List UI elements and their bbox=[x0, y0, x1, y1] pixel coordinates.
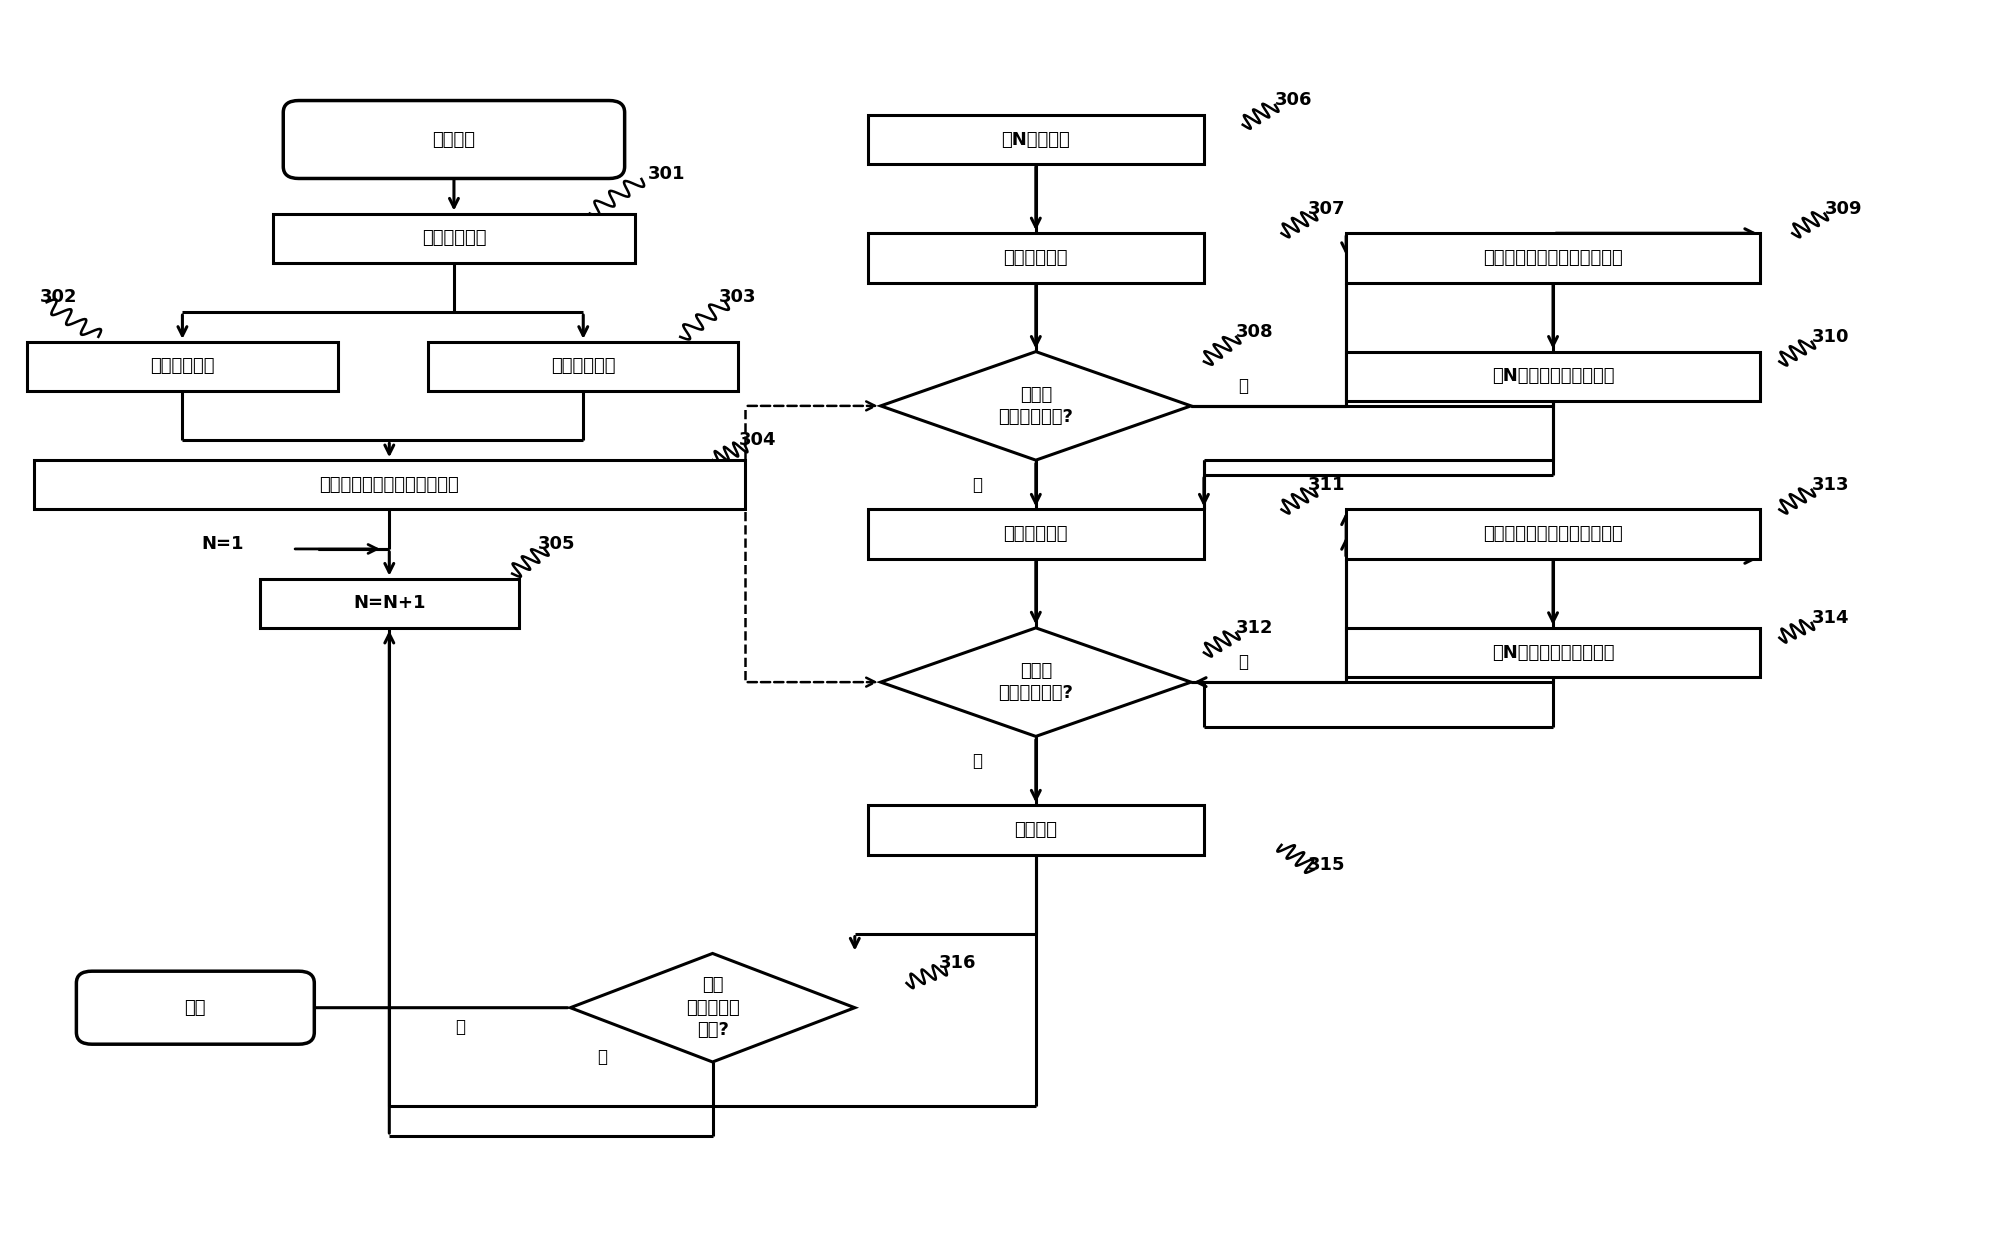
Text: 测定开始: 测定开始 bbox=[432, 131, 476, 148]
FancyBboxPatch shape bbox=[283, 100, 624, 178]
Text: 301: 301 bbox=[648, 166, 686, 183]
Bar bbox=[867, 806, 1204, 855]
Text: 314: 314 bbox=[1812, 609, 1848, 627]
Text: 是: 是 bbox=[456, 1018, 466, 1037]
Bar bbox=[28, 342, 337, 391]
Text: 第N光源的射出角度调整: 第N光源的射出角度调整 bbox=[1491, 367, 1614, 386]
Text: 与基准
光轴位置一致?: 与基准 光轴位置一致? bbox=[997, 662, 1074, 702]
Text: 否: 否 bbox=[598, 1048, 608, 1065]
Polygon shape bbox=[881, 628, 1190, 737]
Text: 315: 315 bbox=[1307, 855, 1345, 874]
Text: 311: 311 bbox=[1307, 476, 1345, 494]
Bar bbox=[427, 342, 739, 391]
Text: 309: 309 bbox=[1824, 199, 1862, 218]
Text: 是: 是 bbox=[973, 476, 983, 494]
Text: 307: 307 bbox=[1307, 199, 1345, 218]
Text: 行了
全部光源的
检测?: 行了 全部光源的 检测? bbox=[686, 976, 739, 1039]
Text: N=1: N=1 bbox=[203, 535, 245, 552]
Text: 光源固定: 光源固定 bbox=[1014, 821, 1058, 839]
Text: 第N光源的射出位置调整: 第N光源的射出位置调整 bbox=[1491, 644, 1614, 661]
Polygon shape bbox=[881, 351, 1190, 460]
Bar bbox=[34, 460, 745, 509]
Text: 光轴角度检测: 光轴角度检测 bbox=[1004, 248, 1068, 267]
Text: 313: 313 bbox=[1812, 476, 1848, 494]
Bar bbox=[1347, 234, 1760, 283]
Bar bbox=[273, 214, 634, 263]
Text: 基准光源角度、位置存储处理: 基准光源角度、位置存储处理 bbox=[319, 476, 460, 494]
Text: 303: 303 bbox=[719, 288, 757, 307]
Text: 第N光源发光: 第N光源发光 bbox=[1001, 131, 1070, 148]
Text: 否: 否 bbox=[1238, 654, 1248, 671]
Text: 305: 305 bbox=[538, 535, 576, 552]
Text: 304: 304 bbox=[739, 431, 777, 450]
Polygon shape bbox=[570, 953, 855, 1062]
Text: 312: 312 bbox=[1236, 619, 1274, 637]
Bar bbox=[867, 115, 1204, 164]
Text: 光轴位置检测: 光轴位置检测 bbox=[552, 357, 616, 376]
Bar bbox=[867, 234, 1204, 283]
Bar bbox=[1347, 351, 1760, 400]
Text: 运算光源的射出角度控制信号: 运算光源的射出角度控制信号 bbox=[1483, 248, 1624, 267]
Text: 与基准
光轴角度一致?: 与基准 光轴角度一致? bbox=[997, 386, 1074, 426]
Text: 光轴角度检测: 光轴角度检测 bbox=[151, 357, 215, 376]
FancyBboxPatch shape bbox=[76, 971, 315, 1044]
Bar bbox=[867, 509, 1204, 559]
Bar bbox=[1347, 628, 1760, 677]
Text: 302: 302 bbox=[40, 288, 78, 307]
Text: N=N+1: N=N+1 bbox=[353, 595, 425, 612]
Text: 308: 308 bbox=[1236, 323, 1274, 341]
Text: 结束: 结束 bbox=[185, 999, 207, 1017]
Bar bbox=[1347, 509, 1760, 559]
Text: 是: 是 bbox=[973, 751, 983, 770]
Bar bbox=[261, 578, 518, 628]
Text: 306: 306 bbox=[1274, 91, 1313, 109]
Text: 光轴位置检测: 光轴位置检测 bbox=[1004, 525, 1068, 543]
Text: 310: 310 bbox=[1812, 328, 1848, 346]
Text: 316: 316 bbox=[939, 954, 975, 973]
Text: 否: 否 bbox=[1238, 377, 1248, 396]
Text: 运算光源的射出位置控制信号: 运算光源的射出位置控制信号 bbox=[1483, 525, 1624, 543]
Text: 基准光源发光: 基准光源发光 bbox=[421, 229, 486, 247]
